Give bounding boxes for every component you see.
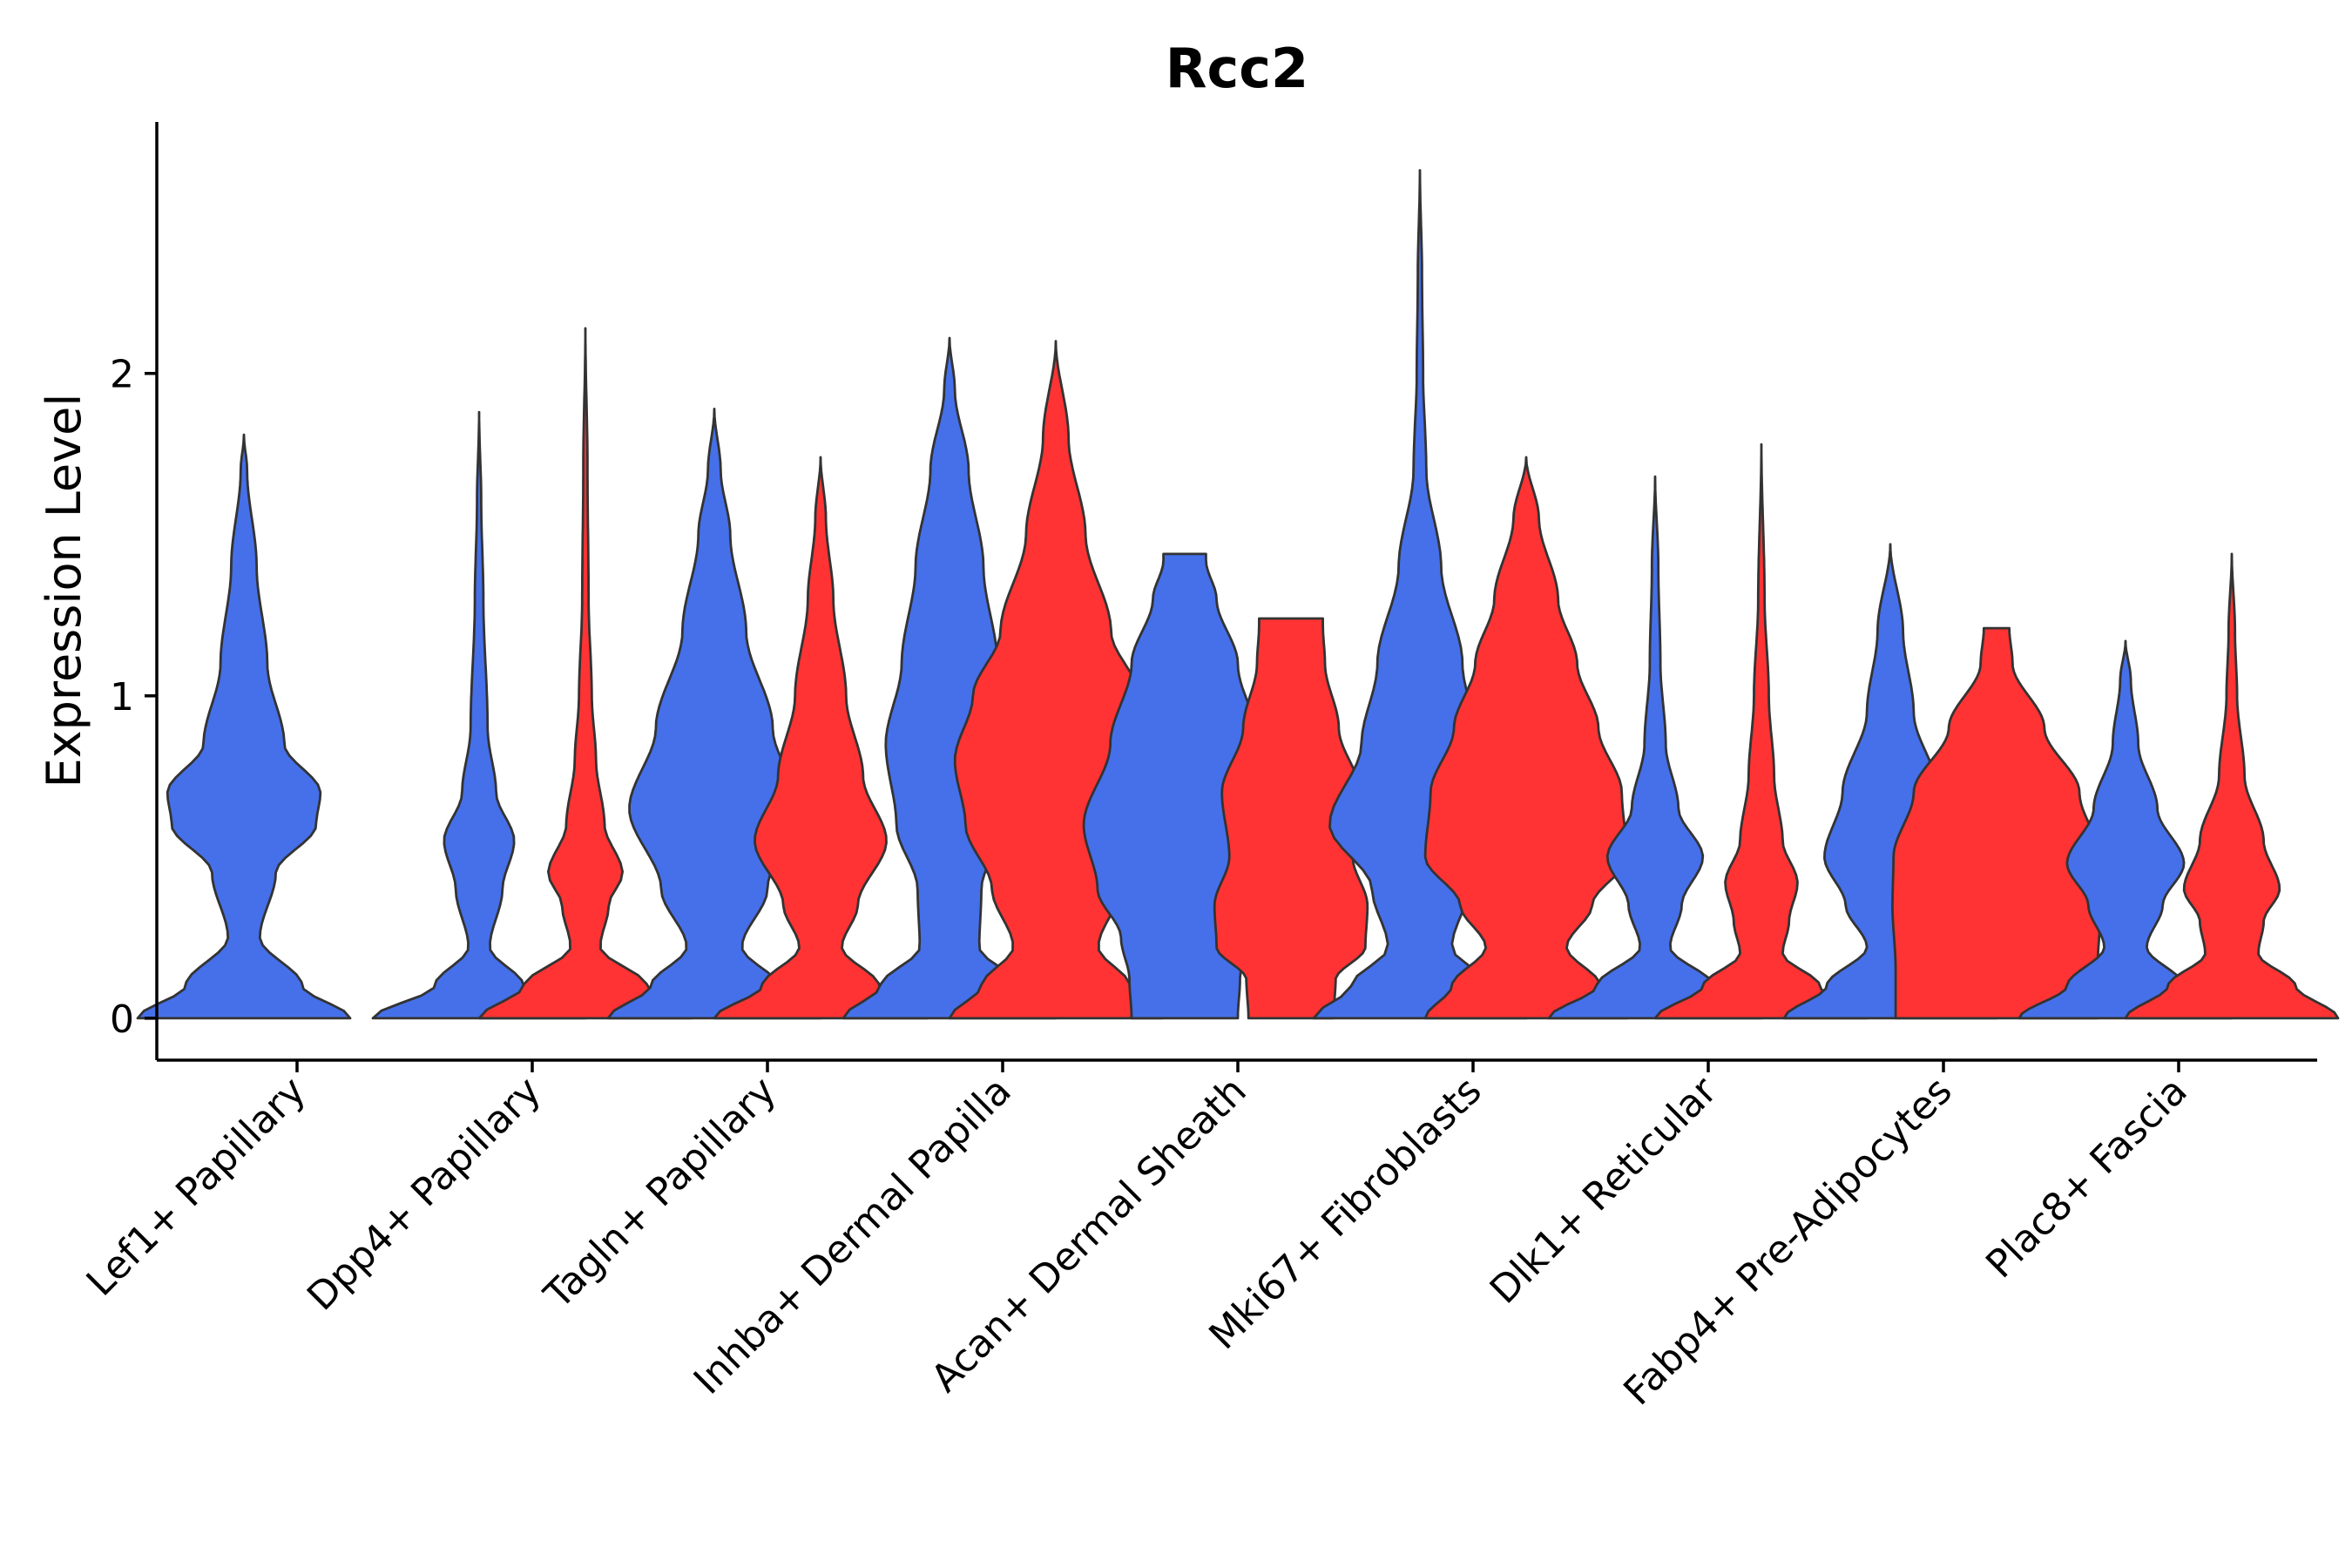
violin-plac8-fascia-group_a xyxy=(2017,639,2234,1020)
chart-title: Rcc2 xyxy=(1166,37,1308,100)
x-category-label: Mki67+ Fibroblasts xyxy=(1200,1069,1490,1358)
y-tick-label: 2 xyxy=(110,353,134,397)
x-category-label: Dpp4+ Papillary xyxy=(299,1069,550,1320)
x-category-label: Plac8+ Fascia xyxy=(1977,1069,2196,1288)
y-axis-label: Expression Level xyxy=(37,394,91,788)
violin-plac8-fascia-group_b xyxy=(2124,552,2340,1020)
violins-layer xyxy=(136,169,2340,1020)
violin-lef1-papillary-group_a xyxy=(136,433,352,1020)
violin-acan-dermal-sheath-group_b xyxy=(1213,617,1369,1020)
violin-dlk1-reticular-group_a xyxy=(1547,475,1763,1020)
violin-dlk1-reticular-group_b xyxy=(1653,443,1869,1020)
violin-dpp4-papillary-group_a xyxy=(371,410,587,1020)
y-ticks: 0 1 2 xyxy=(110,353,157,1042)
x-category-label: Lef1+ Papillary xyxy=(78,1069,314,1305)
violin-fabp4-pre-adipocytes-group_b xyxy=(1891,626,2102,1020)
violin-dpp4-papillary-group_b xyxy=(477,327,693,1020)
y-tick-label: 1 xyxy=(110,675,134,720)
violin-tagln-papillary-group_b xyxy=(713,456,929,1020)
x-category-label: Dlk1+ Reticular xyxy=(1482,1068,1727,1313)
violin-mki67-fibroblasts-group_b xyxy=(1423,456,1629,1020)
x-category-label: Tagln+ Papillary xyxy=(536,1069,785,1318)
y-tick-label: 0 xyxy=(110,997,134,1042)
violin-tagln-papillary-group_a xyxy=(606,408,822,1020)
